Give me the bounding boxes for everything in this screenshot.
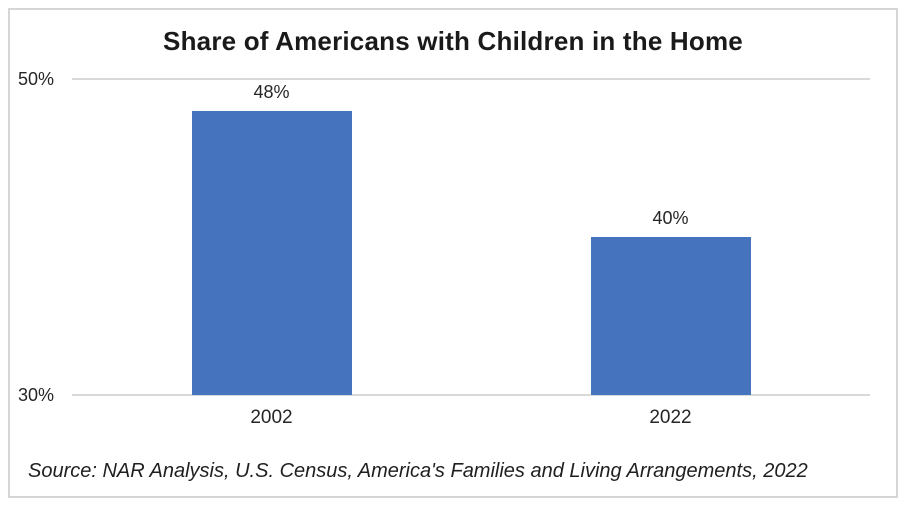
plot-area: Share of Americans with Children in the … <box>10 10 896 496</box>
chart-frame: Share of Americans with Children in the … <box>8 8 898 498</box>
y-axis-tick-30: 30% <box>18 385 55 405</box>
bar-value-label: 48% <box>253 82 290 102</box>
bar-2002 <box>191 111 352 395</box>
chart-title: Share of Americans with Children in the … <box>163 26 743 56</box>
gridline-50pct <box>72 78 870 80</box>
y-axis-tick-50: 50% <box>18 69 55 89</box>
x-axis-label: 2002 <box>250 407 293 428</box>
gridline-30pct <box>72 394 870 396</box>
bar-2022 <box>590 237 751 395</box>
x-axis-label: 2022 <box>649 407 692 428</box>
source-note: Source: NAR Analysis, U.S. Census, Ameri… <box>28 460 808 482</box>
bar-value-label: 40% <box>652 208 689 228</box>
